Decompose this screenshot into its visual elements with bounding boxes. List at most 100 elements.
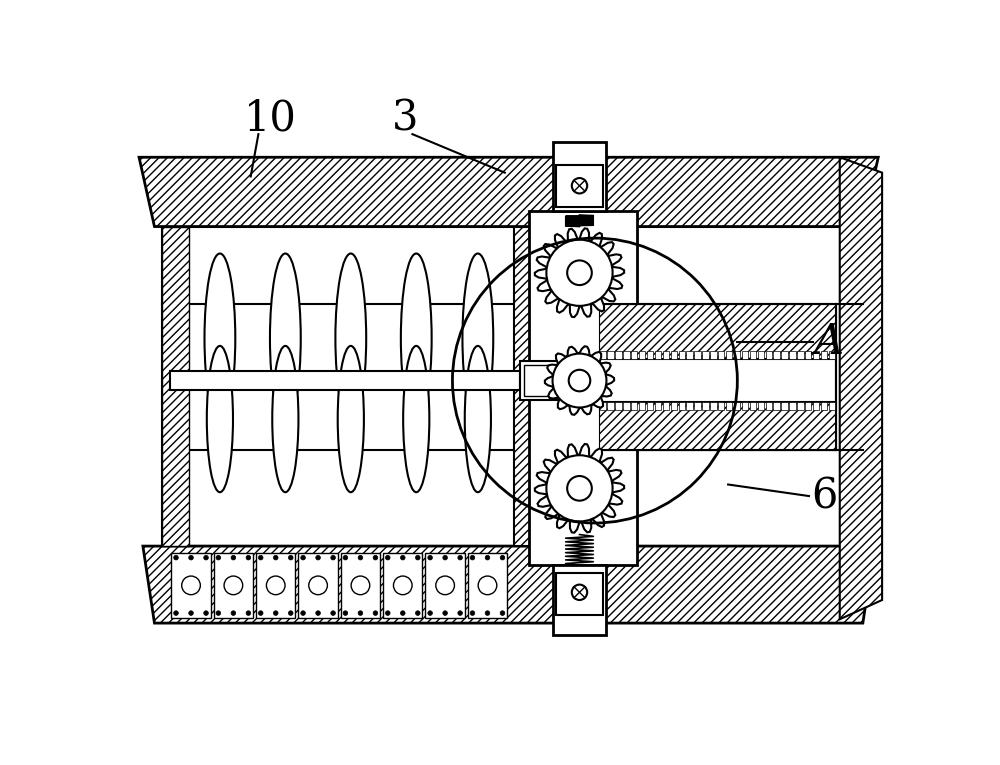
Circle shape (273, 610, 278, 615)
Bar (563, 211, 593, 569)
Bar (162, 226, 189, 546)
Circle shape (436, 576, 454, 594)
Text: A: A (813, 321, 843, 363)
Circle shape (385, 610, 390, 615)
Bar (679, 351, 685, 359)
Polygon shape (545, 347, 614, 415)
Bar (750, 351, 756, 359)
Bar (773, 402, 780, 410)
Bar (710, 402, 717, 410)
Circle shape (569, 369, 590, 392)
Circle shape (546, 239, 613, 306)
Ellipse shape (270, 253, 301, 423)
Bar (781, 351, 788, 359)
Bar (655, 351, 661, 359)
Bar (631, 351, 637, 359)
Ellipse shape (272, 346, 298, 492)
Polygon shape (840, 158, 882, 619)
Circle shape (231, 555, 236, 560)
Bar (797, 351, 804, 359)
Circle shape (373, 610, 378, 615)
Bar (298, 553, 338, 617)
Bar (686, 402, 693, 410)
Circle shape (470, 555, 475, 560)
Bar (718, 402, 724, 410)
Bar (170, 371, 520, 390)
Bar (383, 553, 422, 617)
Circle shape (204, 610, 208, 615)
Circle shape (343, 610, 348, 615)
Polygon shape (143, 546, 874, 623)
Circle shape (224, 576, 243, 594)
Bar (171, 553, 211, 617)
Circle shape (273, 555, 278, 560)
Bar (615, 351, 622, 359)
Bar (821, 402, 827, 410)
Bar (797, 402, 804, 410)
Bar (425, 553, 465, 617)
Bar (829, 351, 835, 359)
Circle shape (500, 555, 505, 560)
Circle shape (301, 610, 305, 615)
Ellipse shape (401, 253, 432, 423)
Circle shape (567, 260, 592, 285)
Circle shape (258, 610, 263, 615)
Circle shape (174, 555, 178, 560)
Circle shape (553, 353, 606, 408)
Circle shape (393, 576, 412, 594)
Circle shape (415, 555, 420, 560)
Bar (710, 351, 717, 359)
Circle shape (174, 610, 178, 615)
Bar (766, 402, 772, 410)
Circle shape (316, 555, 320, 560)
Bar (773, 351, 780, 359)
Bar (742, 351, 748, 359)
Bar (821, 351, 827, 359)
Bar (718, 351, 724, 359)
Circle shape (400, 555, 405, 560)
Circle shape (288, 555, 293, 560)
Polygon shape (535, 229, 624, 317)
Circle shape (470, 610, 475, 615)
Bar (805, 351, 811, 359)
Circle shape (400, 610, 405, 615)
Bar (600, 351, 606, 359)
Bar (686, 351, 693, 359)
Bar (805, 402, 811, 410)
Circle shape (572, 584, 587, 600)
Bar (559, 211, 597, 569)
Bar (702, 402, 709, 410)
Circle shape (567, 476, 592, 500)
Bar (655, 402, 661, 410)
Bar (663, 351, 669, 359)
Circle shape (246, 555, 251, 560)
Circle shape (331, 610, 335, 615)
Bar (726, 402, 732, 410)
Text: 10: 10 (244, 98, 296, 140)
Bar (694, 402, 701, 410)
Bar (553, 565, 606, 635)
Bar (758, 351, 764, 359)
Ellipse shape (204, 253, 235, 423)
Polygon shape (535, 444, 624, 532)
Circle shape (546, 455, 613, 522)
Bar (341, 553, 380, 617)
Bar (694, 351, 701, 359)
Circle shape (182, 576, 200, 594)
Circle shape (288, 610, 293, 615)
Circle shape (189, 610, 193, 615)
Circle shape (458, 555, 462, 560)
Bar (829, 402, 835, 410)
Circle shape (316, 610, 320, 615)
Bar (726, 351, 732, 359)
Bar (639, 402, 645, 410)
Circle shape (301, 555, 305, 560)
Bar (789, 402, 796, 410)
Bar (600, 402, 606, 410)
Bar (813, 351, 819, 359)
Ellipse shape (465, 346, 491, 492)
Bar (599, 304, 836, 359)
Circle shape (204, 555, 208, 560)
Bar (162, 226, 863, 546)
Circle shape (343, 555, 348, 560)
